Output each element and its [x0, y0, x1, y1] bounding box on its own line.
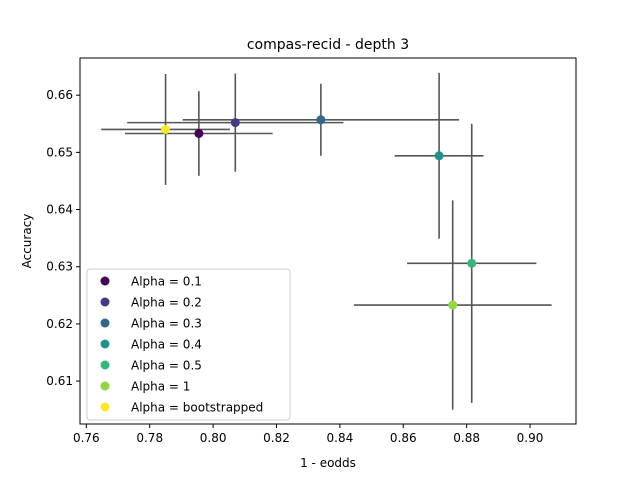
- x-tick-label: 0.78: [136, 431, 163, 445]
- data-point: [448, 300, 458, 310]
- legend-marker: [100, 339, 110, 349]
- legend-label: Alpha = 0.2: [131, 296, 202, 310]
- data-point: [316, 115, 326, 125]
- x-axis-label: 1 - eodds: [300, 456, 356, 470]
- legend-marker: [100, 360, 110, 370]
- legend-box: [86, 268, 291, 421]
- x-tick-label: 0.82: [263, 431, 290, 445]
- plot-area-frame: [79, 57, 577, 425]
- x-axis: 0.76 0.78 0.80 0.82 0.84 0.86 0.88 0.90: [73, 424, 543, 445]
- y-axis: 0.61 0.62 0.63 0.64 0.65 0.66: [46, 88, 80, 388]
- x-tick-label: 0.80: [200, 431, 227, 445]
- legend-marker: [100, 297, 110, 307]
- y-tick-label: 0.65: [46, 145, 73, 159]
- x-tick-label: 0.88: [453, 431, 480, 445]
- x-tick-label: 0.76: [73, 431, 100, 445]
- legend-marker: [100, 318, 110, 328]
- y-tick-label: 0.61: [46, 374, 73, 388]
- x-tick-label: 0.84: [327, 431, 354, 445]
- legend-marker: [100, 402, 110, 412]
- x-tick-label: 0.90: [517, 431, 544, 445]
- legend-label: Alpha = 0.5: [131, 359, 202, 373]
- point-layer: [161, 115, 477, 310]
- y-tick-label: 0.66: [46, 88, 73, 102]
- x-tick-label: 0.86: [390, 431, 417, 445]
- y-tick-label: 0.62: [46, 317, 73, 331]
- y-tick-label: 0.64: [46, 203, 73, 217]
- legend-label: Alpha = 1: [131, 380, 190, 394]
- legend-marker: [100, 276, 110, 286]
- data-point: [161, 124, 171, 134]
- data-point: [467, 258, 477, 268]
- legend-label: Alpha = 0.3: [131, 317, 202, 331]
- legend-label: Alpha = 0.1: [131, 275, 202, 289]
- legend: Alpha = 0.1 Alpha = 0.2 Alpha = 0.3 Alpha =…: [86, 268, 291, 421]
- legend-label: Alpha = bootstrapped: [131, 401, 263, 415]
- legend-marker: [100, 381, 110, 391]
- y-axis-label: Accuracy: [20, 214, 34, 269]
- legend-label: Alpha = 0.4: [131, 338, 202, 352]
- data-point: [230, 118, 240, 128]
- data-point: [194, 128, 204, 138]
- chart-title: compas-recid - depth 3: [247, 37, 409, 53]
- y-tick-label: 0.63: [46, 260, 73, 274]
- data-point: [434, 151, 444, 161]
